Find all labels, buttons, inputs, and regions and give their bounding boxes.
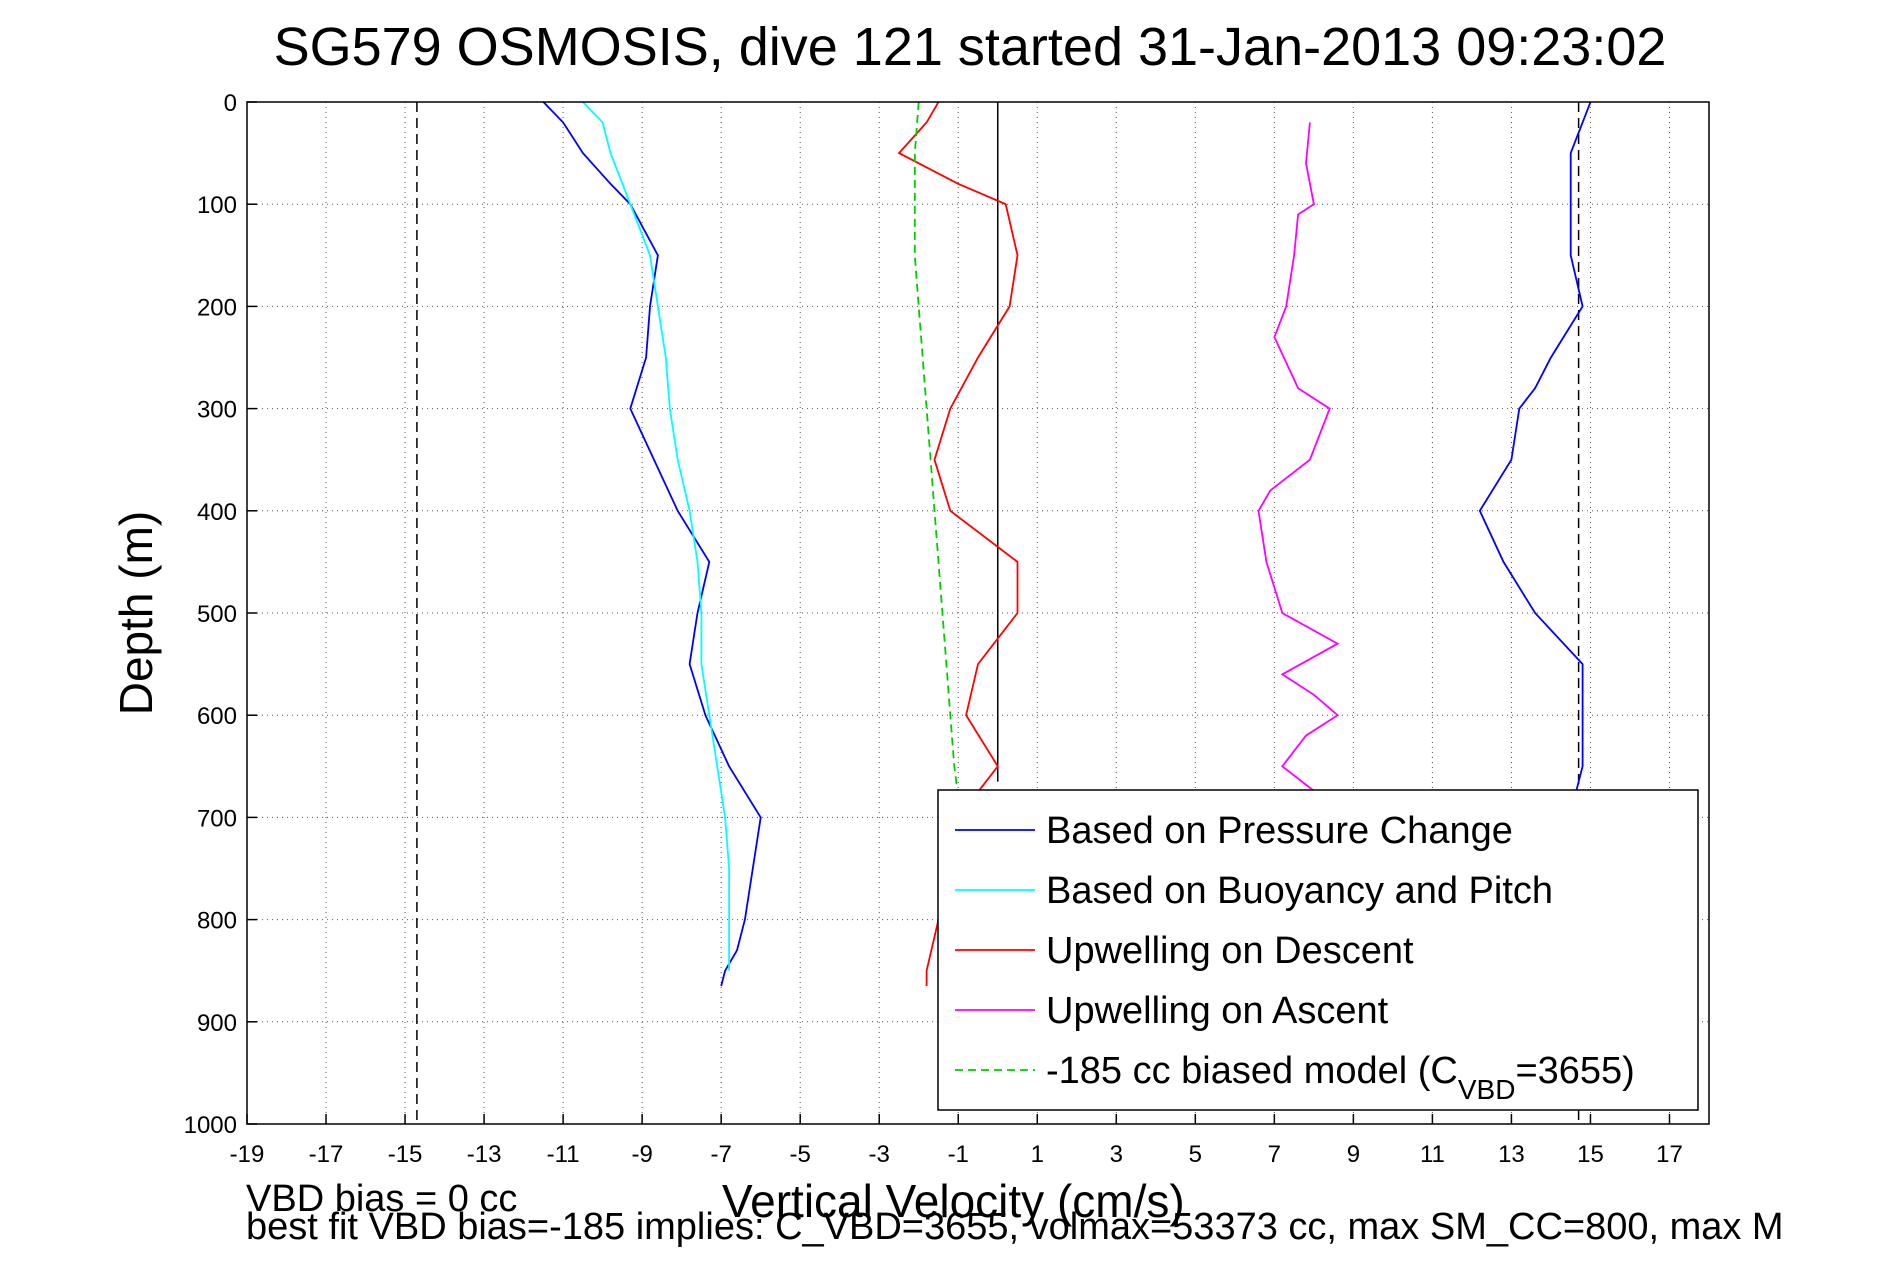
x-tick-label: 7 <box>1268 1141 1281 1168</box>
y-tick-label: 1000 <box>184 1112 237 1139</box>
y-tick-label: 100 <box>197 192 237 219</box>
y-tick-label: 600 <box>197 703 237 730</box>
x-tick-label: 15 <box>1577 1141 1604 1168</box>
x-tick-label: -3 <box>869 1141 890 1168</box>
y-tick-label: 800 <box>197 908 237 935</box>
x-tick-label: -19 <box>230 1141 265 1168</box>
x-tick-label: 5 <box>1189 1141 1202 1168</box>
legend-label: Based on Pressure Change <box>1046 810 1513 852</box>
x-tick-label: -11 <box>547 1141 580 1168</box>
x-tick-label: -15 <box>388 1141 423 1168</box>
footer-vbd-bias: VBD bias = 0 cc <box>246 1178 518 1220</box>
axis-ticks: -19 -17 -15 -13 -11 -9 -7 -5 -3 -1 1 3 5 7 9 11 13 15 1701… <box>184 90 1683 1168</box>
x-axis-label: Vertical Velocity (cm/s) <box>722 1175 1185 1227</box>
x-tick-label: 1 <box>1031 1141 1044 1168</box>
y-axis-label: Depth (m) <box>110 511 162 715</box>
y-tick-label: 900 <box>197 1010 237 1037</box>
buoyancy-descent-line <box>582 102 730 971</box>
y-tick-label: 500 <box>197 601 237 628</box>
legend-box <box>937 789 1699 1111</box>
x-tick-label: 9 <box>1347 1141 1360 1168</box>
footer-best-fit: best fit VBD bias=-185 implies: C_VBD=36… <box>246 1206 1784 1248</box>
x-tick-label: -5 <box>790 1141 811 1168</box>
biased-model-line <box>913 102 960 798</box>
upwelling-ascent-line <box>1257 122 1340 798</box>
x-tick-label: -7 <box>710 1141 731 1168</box>
y-tick-label: 200 <box>197 294 237 321</box>
y-tick-label: 0 <box>224 90 237 117</box>
x-tick-label: 13 <box>1498 1141 1525 1168</box>
legend-label: -185 cc biased model (CVBD=3655) <box>1046 1050 1635 1105</box>
x-tick-label: 17 <box>1656 1141 1683 1168</box>
x-tick-label: -9 <box>631 1141 652 1168</box>
x-tick-label: -17 <box>309 1141 344 1168</box>
x-tick-label: -1 <box>948 1141 969 1168</box>
legend-label: Upwelling on Ascent <box>1046 990 1389 1032</box>
legend-label: Based on Buoyancy and Pitch <box>1046 870 1553 912</box>
y-tick-label: 300 <box>197 397 237 424</box>
x-tick-label: 11 <box>1420 1141 1445 1168</box>
y-tick-label: 400 <box>197 499 237 526</box>
legend-label: Upwelling on Descent <box>1046 930 1414 972</box>
x-tick-label: 3 <box>1110 1141 1123 1168</box>
pressure-ascent-line <box>1478 102 1592 798</box>
x-tick-label: -13 <box>467 1141 502 1168</box>
legend: Based on Pressure Change Based on Buoyanc… <box>937 789 1699 1111</box>
chart-title: SG579 OSMOSIS, dive 121 started 31-Jan-2… <box>274 17 1667 77</box>
y-tick-label: 700 <box>197 805 237 832</box>
